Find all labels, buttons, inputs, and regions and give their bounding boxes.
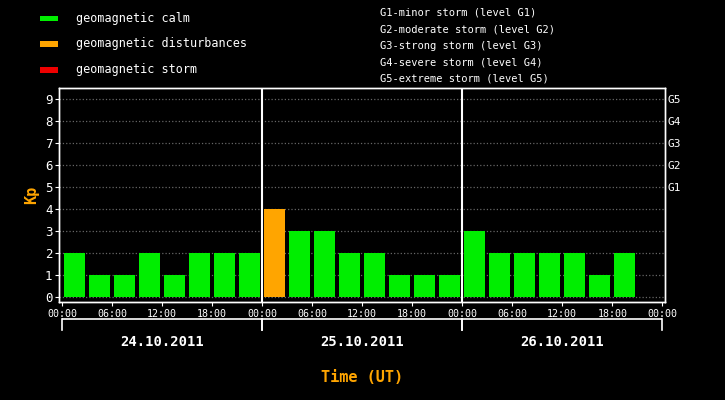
Bar (164, 274, 185, 296)
Text: G3-strong storm (level G3): G3-strong storm (level G3) (381, 41, 543, 51)
Bar (139, 253, 160, 296)
Y-axis label: Kp: Kp (25, 186, 39, 204)
Text: G2-moderate storm (level G2): G2-moderate storm (level G2) (381, 24, 555, 34)
Text: G4-severe storm (level G4): G4-severe storm (level G4) (381, 57, 543, 67)
Text: 24.10.2011: 24.10.2011 (120, 335, 204, 349)
Text: 25.10.2011: 25.10.2011 (320, 335, 404, 349)
Bar (40, 41, 57, 47)
Bar (464, 231, 485, 296)
Bar (539, 253, 560, 296)
Bar (389, 274, 410, 296)
Text: G1-minor storm (level G1): G1-minor storm (level G1) (381, 8, 536, 18)
Text: 26.10.2011: 26.10.2011 (521, 335, 604, 349)
Bar (40, 16, 57, 21)
Bar (289, 231, 310, 296)
Bar (364, 253, 385, 296)
Text: Time (UT): Time (UT) (321, 370, 403, 385)
Bar (439, 274, 460, 296)
Bar (339, 253, 360, 296)
Bar (589, 274, 610, 296)
Bar (239, 253, 260, 296)
Text: geomagnetic calm: geomagnetic calm (76, 12, 190, 24)
Bar (489, 253, 510, 296)
Bar (614, 253, 635, 296)
Bar (514, 253, 535, 296)
Bar (89, 274, 110, 296)
Text: G5-extreme storm (level G5): G5-extreme storm (level G5) (381, 74, 549, 84)
Bar (264, 209, 285, 296)
Bar (564, 253, 585, 296)
Bar (214, 253, 235, 296)
Bar (414, 274, 435, 296)
Bar (114, 274, 135, 296)
Text: geomagnetic disturbances: geomagnetic disturbances (76, 37, 247, 50)
Bar (314, 231, 335, 296)
Bar (189, 253, 210, 296)
Bar (40, 67, 57, 72)
Bar (64, 253, 85, 296)
Text: geomagnetic storm: geomagnetic storm (76, 63, 197, 76)
